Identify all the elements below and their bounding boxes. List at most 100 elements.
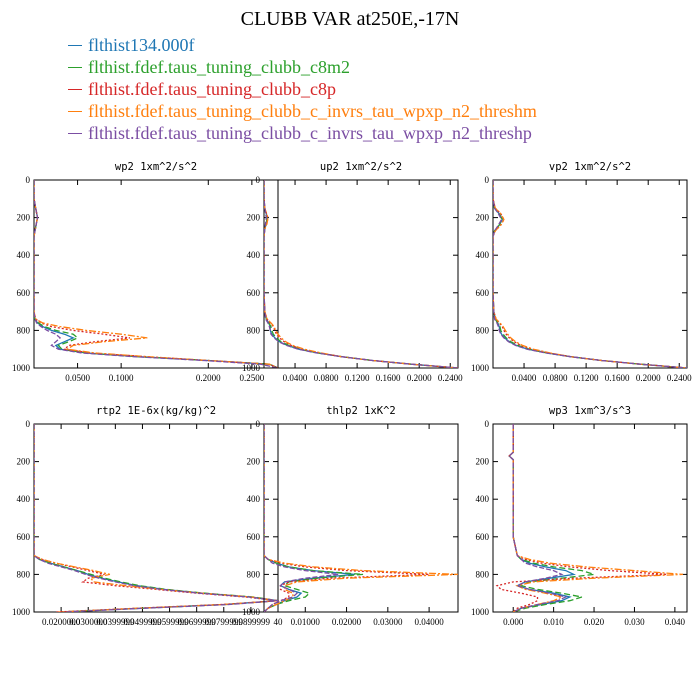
legend-swatch: [68, 110, 82, 112]
panel-title: vp2 1xm^2/s^2: [549, 161, 631, 173]
x-tick-label: 0.1600: [376, 373, 401, 383]
series-line: [34, 424, 278, 612]
x-tick-label: 0.2500: [239, 373, 264, 383]
chart-panel: up2 1xm^2/s^2 0 200 400 600 800 1000 0.0400 0.08…: [242, 161, 463, 383]
series-line: [493, 180, 687, 368]
x-tick-label: 0.2400: [438, 373, 463, 383]
x-tick-label: 0.0599999: [150, 617, 189, 627]
x-tick-label: 0.2000: [196, 373, 221, 383]
legend-label: flthist.fdef.taus_tuning_clubb_c8m2: [88, 57, 350, 77]
x-tick-label: 0.0699999: [178, 617, 217, 627]
x-tick-label: 0.020: [584, 617, 605, 627]
legend: flthist134.000f flthist.fdef.taus_tuning…: [68, 34, 537, 144]
legend-entry: flthist.fdef.taus_tuning_clubb_c8m2: [68, 56, 537, 78]
panel-title: wp2 1xm^2/s^2: [115, 161, 197, 173]
x-tick-label: 0.010: [544, 617, 565, 627]
y-tick-label: 200: [17, 213, 31, 223]
legend-label: flthist.fdef.taus_tuning_clubb_c_invrs_t…: [88, 101, 537, 121]
series-line: [495, 424, 667, 612]
y-tick-label: 600: [247, 288, 261, 298]
y-tick-label: 800: [476, 569, 490, 579]
series-line: [34, 424, 278, 612]
series-line: [508, 424, 568, 612]
series-line: [264, 424, 458, 612]
y-tick-label: 0: [256, 419, 261, 429]
x-tick-label: 0.030: [624, 617, 645, 627]
panel-frame: [33, 179, 279, 369]
x-tick-label: 0.0800: [543, 373, 568, 383]
series-line: [508, 424, 576, 612]
panel-frame: [263, 179, 459, 369]
series-line: [264, 180, 458, 368]
panel-title: thlp2 1xK^2: [326, 405, 396, 417]
series-line: [264, 180, 458, 368]
series-line: [34, 424, 278, 612]
series-line: [508, 424, 684, 612]
y-tick-label: 1000: [471, 363, 490, 373]
y-tick-label: 0: [26, 419, 31, 429]
y-tick-label: 600: [247, 532, 261, 542]
y-tick-label: 200: [247, 213, 261, 223]
series-line: [34, 180, 278, 368]
legend-swatch: [68, 66, 82, 68]
panel-frame: [263, 423, 459, 613]
x-tick-label: 0.02000: [332, 617, 362, 627]
legend-swatch: [68, 44, 82, 46]
legend-entry: flthist.fdef.taus_tuning_clubb_c_invrs_t…: [68, 122, 537, 144]
x-tick-label: 0.1200: [345, 373, 370, 383]
x-tick-label: 0.0499999: [123, 617, 162, 627]
panel-title: wp3 1xm^3/s^3: [549, 405, 631, 417]
legend-label: flthist.fdef.taus_tuning_clubb_c_invrs_t…: [88, 123, 532, 143]
legend-swatch: [68, 132, 82, 134]
y-tick-label: 0: [256, 175, 261, 185]
y-tick-label: 0: [485, 419, 490, 429]
panel-frame: [492, 179, 688, 369]
y-tick-label: 400: [247, 494, 261, 504]
chart-panel: thlp2 1xK^2 0 200 400 600 800 1000 0.01000 0.020…: [242, 405, 459, 627]
series-line: [493, 180, 687, 368]
x-tick-label: 40: [274, 617, 284, 627]
x-tick-label: 0.04000: [414, 617, 444, 627]
series-line: [34, 180, 278, 368]
x-tick-label: 0.0400: [283, 373, 308, 383]
chart-panel: wp3 1xm^3/s^3 0 200 400 600 800 1000 0.000 0.010…: [471, 405, 688, 627]
y-tick-label: 400: [17, 250, 31, 260]
series-line: [264, 424, 339, 612]
y-tick-label: 400: [476, 494, 490, 504]
series-line: [508, 424, 595, 612]
x-tick-label: 0.0200000: [42, 617, 81, 627]
chart-panel: wp2 1xm^2/s^2 0 200 400 600 800 1000 0.0500 0.10…: [12, 161, 279, 383]
x-tick-label: 0.0800: [314, 373, 339, 383]
y-tick-label: 400: [476, 250, 490, 260]
panel-frame: [33, 423, 279, 613]
y-tick-label: 600: [476, 288, 490, 298]
legend-label: flthist134.000f: [88, 35, 195, 55]
series-line: [264, 180, 458, 368]
chart-panel: vp2 1xm^2/s^2 0 200 400 600 800 1000 0.0400 0.08…: [471, 161, 692, 383]
series-line: [493, 180, 687, 368]
x-tick-label: 0.03000: [373, 617, 403, 627]
y-tick-label: 600: [17, 532, 31, 542]
y-tick-label: 600: [476, 532, 490, 542]
y-tick-label: 0: [26, 175, 31, 185]
y-tick-label: 400: [247, 250, 261, 260]
legend-swatch: [68, 88, 82, 90]
y-tick-label: 200: [476, 457, 490, 467]
x-tick-label: 0.0399999: [96, 617, 135, 627]
y-tick-label: 800: [17, 569, 31, 579]
y-tick-label: 600: [17, 288, 31, 298]
series-line: [493, 180, 687, 368]
legend-entry: flthist.fdef.taus_tuning_clubb_c8p: [68, 78, 537, 100]
series-line: [34, 180, 278, 368]
x-tick-label: 0.040: [665, 617, 686, 627]
panel-title: up2 1xm^2/s^2: [320, 161, 402, 173]
series-line: [493, 180, 687, 368]
y-tick-label: 1000: [242, 607, 261, 617]
chart-panel: rtp2 1E-6x(kg/kg)^2020040060080010000.02…: [12, 405, 283, 627]
series-line: [34, 180, 278, 368]
panel-title: rtp2 1E-6x(kg/kg)^2: [96, 405, 216, 417]
y-tick-label: 200: [476, 213, 490, 223]
legend-entry: flthist134.000f: [68, 34, 537, 56]
series-line: [34, 180, 278, 368]
